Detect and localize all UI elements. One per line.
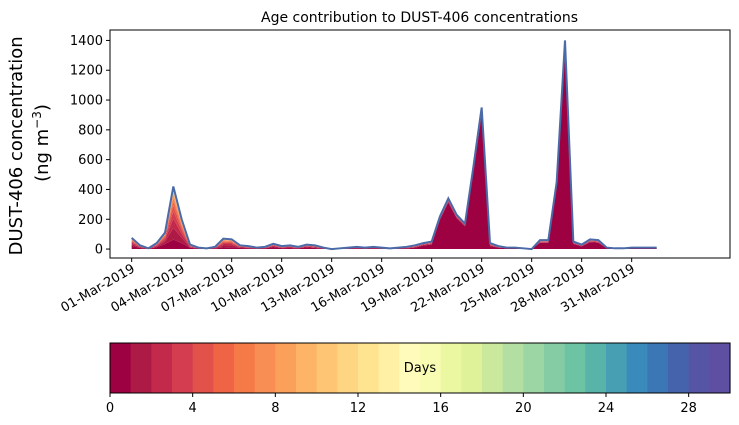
colorbar-cell <box>709 343 731 393</box>
plot-area-frame <box>109 29 731 259</box>
age-layer-day-16 <box>131 40 657 250</box>
age-layer-day-27 <box>131 40 657 250</box>
age-layer-day-6 <box>131 41 657 250</box>
y-tick-label: 400 <box>78 183 103 198</box>
age-layer-day-5 <box>131 42 657 250</box>
y-tick-label: 200 <box>78 213 103 228</box>
age-layer-day-22 <box>131 40 657 250</box>
age-layer-day-20 <box>131 40 657 250</box>
age-layer-day-1 <box>131 45 657 250</box>
colorbar-tick-label: 16 <box>432 401 449 416</box>
colorbar-tick-label: 4 <box>189 401 197 416</box>
y-axis-label: DUST-406 concentration (ng m−3) <box>6 31 53 256</box>
colorbar-cell <box>482 343 504 393</box>
colorbar-cell <box>378 343 400 393</box>
age-layer-day-26 <box>131 40 657 250</box>
y-axis-label-unit-prefix: (ng m <box>32 129 53 182</box>
colorbar-cell <box>544 343 566 393</box>
colorbar-cell <box>626 343 648 393</box>
age-layer-day-11 <box>131 40 657 250</box>
age-layer-day-2 <box>131 44 657 250</box>
colorbar-ticks: 0 4 8 12 16 20 24 28 <box>106 393 697 416</box>
colorbar-cell <box>668 343 690 393</box>
y-tick-label: 600 <box>78 153 103 168</box>
y-tick-label: 1000 <box>70 94 103 109</box>
colorbar-cell <box>296 343 318 393</box>
y-tick-label: 800 <box>78 123 103 138</box>
age-layer-day-10 <box>131 40 657 250</box>
age-layer-day-23 <box>131 40 657 250</box>
colorbar-cell <box>420 343 442 393</box>
colorbar-cell <box>440 343 462 393</box>
colorbar-cell <box>337 343 359 393</box>
age-layer-day-7 <box>131 41 657 250</box>
colorbar-cell <box>688 343 710 393</box>
y-tick-label: 0 <box>95 243 103 258</box>
colorbar-cell <box>234 343 256 393</box>
age-layer-day-14 <box>131 40 657 250</box>
age-layer-day-15 <box>131 40 657 250</box>
age-layer-day-3 <box>131 43 657 250</box>
colorbar-cell <box>316 343 338 393</box>
y-tick-label: 1200 <box>70 64 103 79</box>
y-axis-label-unit-exponent: −3 <box>30 111 44 129</box>
colorbar-tick-label: 12 <box>350 401 367 416</box>
colorbar-cell <box>502 343 524 393</box>
age-layer-day-4 <box>131 42 657 250</box>
colorbar-cell <box>130 343 152 393</box>
colorbar-cell <box>523 343 545 393</box>
age-layer-day-12 <box>131 40 657 250</box>
age-layer-day-19 <box>131 40 657 250</box>
y-axis-label-line1: DUST-406 concentration <box>6 36 27 255</box>
colorbar-cell <box>399 343 421 393</box>
colorbar-cell <box>461 343 483 393</box>
colorbar-cell <box>192 343 214 393</box>
colorbar-cell <box>110 343 132 393</box>
age-layer-day-18 <box>131 40 657 250</box>
colorbar-tick-label: 24 <box>598 401 615 416</box>
colorbar-frame <box>109 342 731 394</box>
colorbar <box>110 343 731 393</box>
colorbar-tick-label: 28 <box>680 401 697 416</box>
y-axis-ticks: 0 200 400 600 800 1000 1200 1400 <box>70 34 110 258</box>
age-layer-day-25 <box>131 40 657 250</box>
total-series-line <box>131 40 657 251</box>
chart-title: Age contribution to DUST-406 concentrati… <box>261 10 578 26</box>
colorbar-cell <box>564 343 586 393</box>
age-layer-day-8 <box>131 41 657 250</box>
colorbar-cell <box>358 343 380 393</box>
colorbar-cell <box>254 343 276 393</box>
age-layer-day-28 <box>131 40 657 250</box>
age-layer-day-24 <box>131 40 657 250</box>
age-layer-day-9 <box>131 41 657 250</box>
colorbar-cell <box>647 343 669 393</box>
colorbar-cell <box>275 343 297 393</box>
colorbar-tick-label: 8 <box>271 401 279 416</box>
y-axis-label-unit-suffix: ) <box>32 104 53 111</box>
colorbar-cell <box>606 343 628 393</box>
colorbar-cell <box>172 343 194 393</box>
age-layer-day-21 <box>131 40 657 250</box>
x-axis-ticks: 01-Mar-201904-Mar-201907-Mar-201910-Mar-… <box>59 258 638 316</box>
colorbar-tick-label: 0 <box>106 401 114 416</box>
colorbar-cell <box>585 343 607 393</box>
colorbar-tick-label: 20 <box>515 401 532 416</box>
colorbar-label: Days <box>404 361 437 376</box>
stacked-area-layers <box>131 40 657 250</box>
age-layer-day-0 <box>131 46 657 250</box>
y-tick-label: 1400 <box>70 34 103 49</box>
age-layer-day-17 <box>131 40 657 250</box>
colorbar-cell <box>213 343 235 393</box>
age-layer-day-29 <box>131 40 657 250</box>
y-axis-label-line2: (ng m−3) <box>30 104 53 182</box>
age-layer-day-13 <box>131 40 657 250</box>
colorbar-cell <box>151 343 173 393</box>
